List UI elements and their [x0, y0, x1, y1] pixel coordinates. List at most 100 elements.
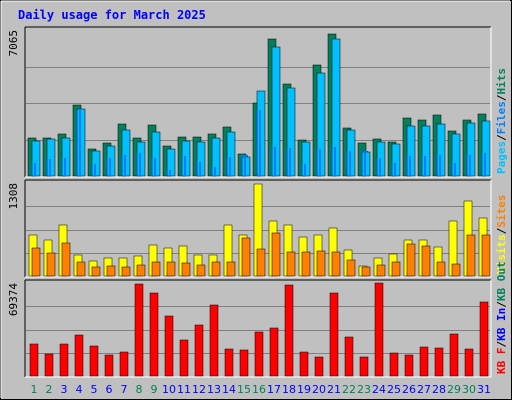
bar-sites-day-2	[46, 252, 56, 277]
bar-sites-day-8	[136, 264, 146, 277]
bar-kb-day-30	[464, 348, 474, 377]
bar-sites-day-24	[376, 264, 386, 277]
bar-kb-day-15	[239, 349, 249, 377]
bar-sites-day-29	[451, 263, 461, 277]
day-label-6: 6	[106, 383, 113, 396]
bar-files-core-day-2	[49, 159, 51, 176]
day-label-7: 7	[121, 383, 128, 396]
bar-kb-day-13	[209, 304, 219, 377]
day-label-22: 22	[342, 383, 356, 396]
bar-kb-day-27	[419, 346, 429, 377]
bar-kb-day-17	[269, 327, 279, 377]
y-axis-max-label: 1308	[7, 183, 20, 210]
bar-files-core-day-18	[289, 148, 291, 176]
bar-kb-day-6	[104, 354, 114, 377]
bar-files-core-day-15	[244, 155, 246, 176]
bar-files-core-day-8	[139, 153, 141, 176]
day-label-26: 26	[402, 383, 416, 396]
legend-entry: /	[495, 134, 508, 141]
bar-sites-day-30	[466, 234, 476, 277]
bar-files-core-day-5	[94, 164, 96, 176]
bar-sites-day-1	[31, 247, 41, 277]
legend-entry: KB F	[495, 348, 508, 375]
legend-kb: KB F/KB In/KB Out	[495, 261, 508, 374]
bar-kb-day-21	[329, 292, 339, 377]
bar-sites-day-11	[181, 262, 191, 277]
day-label-12: 12	[192, 383, 206, 396]
day-label-24: 24	[372, 383, 386, 396]
bar-kb-day-4	[74, 334, 84, 377]
legend-entry: Sites	[495, 195, 508, 228]
bar-files-core-day-25	[394, 163, 396, 176]
day-label-21: 21	[327, 383, 341, 396]
bar-files-core-day-11	[184, 156, 186, 176]
bar-files-core-day-23	[364, 151, 366, 176]
bar-files-core-day-31	[484, 153, 486, 176]
panel-kb: 69374 KB F/KB In/KB Out	[7, 261, 508, 378]
bar-files-core-day-12	[199, 162, 201, 176]
legend-entry: KB In	[495, 308, 508, 341]
bar-kb-day-22	[344, 336, 354, 377]
bar-files-core-day-17	[274, 147, 276, 176]
bar-kb-day-3	[59, 343, 69, 377]
bar-files-core-day-10	[169, 170, 171, 176]
day-label-8: 8	[136, 383, 143, 396]
day-label-17: 17	[267, 383, 281, 396]
bar-kb-day-12	[194, 324, 204, 377]
day-label-9: 9	[151, 383, 158, 396]
day-label-5: 5	[91, 383, 98, 396]
bar-sites-day-18	[286, 251, 296, 277]
day-label-1: 1	[31, 383, 38, 396]
bar-files-core-day-29	[454, 163, 456, 176]
y-axis-max-label: 7065	[7, 30, 20, 57]
bar-files-core-day-30	[469, 155, 471, 176]
legend-entry: Visits	[495, 234, 508, 274]
day-label-4: 4	[76, 383, 83, 396]
bar-files-core-day-13	[214, 167, 216, 176]
bar-files-core-day-14	[229, 157, 231, 176]
bar-sites-day-21	[331, 251, 341, 277]
bar-sites-day-31	[481, 234, 491, 277]
day-label-20: 20	[312, 383, 326, 396]
day-label-13: 13	[207, 383, 221, 396]
bar-sites-day-6	[106, 265, 116, 277]
bar-kb-day-14	[224, 348, 234, 377]
legend-entry: /	[495, 301, 508, 308]
y-axis-max-label: 69374	[7, 283, 20, 316]
day-label-18: 18	[282, 383, 296, 396]
bar-kb-day-20	[314, 356, 324, 377]
legend-entry: /	[495, 341, 508, 348]
legend-entry: /	[495, 94, 508, 101]
bar-kb-day-24	[374, 282, 384, 377]
legend-entry: /	[495, 227, 508, 234]
bar-files-core-day-22	[349, 151, 351, 176]
legend-entry: Files	[495, 101, 508, 134]
bar-kb-day-25	[389, 352, 399, 377]
bar-sites-day-25	[391, 261, 401, 277]
day-label-14: 14	[222, 383, 236, 396]
bar-kb-day-29	[449, 333, 459, 377]
bar-kb-day-5	[89, 345, 99, 377]
day-label-31: 31	[477, 383, 491, 396]
bar-files-core-day-6	[109, 158, 111, 176]
day-label-23: 23	[357, 383, 371, 396]
bar-sites-day-5	[91, 266, 101, 277]
bar-sites-day-17	[271, 232, 281, 277]
day-label-29: 29	[447, 383, 461, 396]
bar-kb-day-28	[434, 347, 444, 377]
bar-kb-day-7	[119, 351, 129, 377]
bar-kb-day-26	[404, 354, 414, 377]
chart-title: Daily usage for March 2025	[18, 8, 206, 22]
bar-files-core-day-28	[439, 155, 441, 176]
bar-sites-day-28	[436, 261, 446, 277]
bar-files-core-day-1	[34, 163, 36, 176]
bar-files-core-day-24	[379, 158, 381, 176]
bar-sites-day-10	[166, 261, 176, 277]
bar-kb-day-9	[149, 292, 159, 377]
bar-files-core-day-19	[304, 164, 306, 176]
bar-files-core-day-16	[259, 110, 261, 176]
bar-sites-day-19	[301, 251, 311, 277]
bar-kb-day-1	[29, 343, 39, 377]
bar-kb-day-23	[359, 356, 369, 377]
